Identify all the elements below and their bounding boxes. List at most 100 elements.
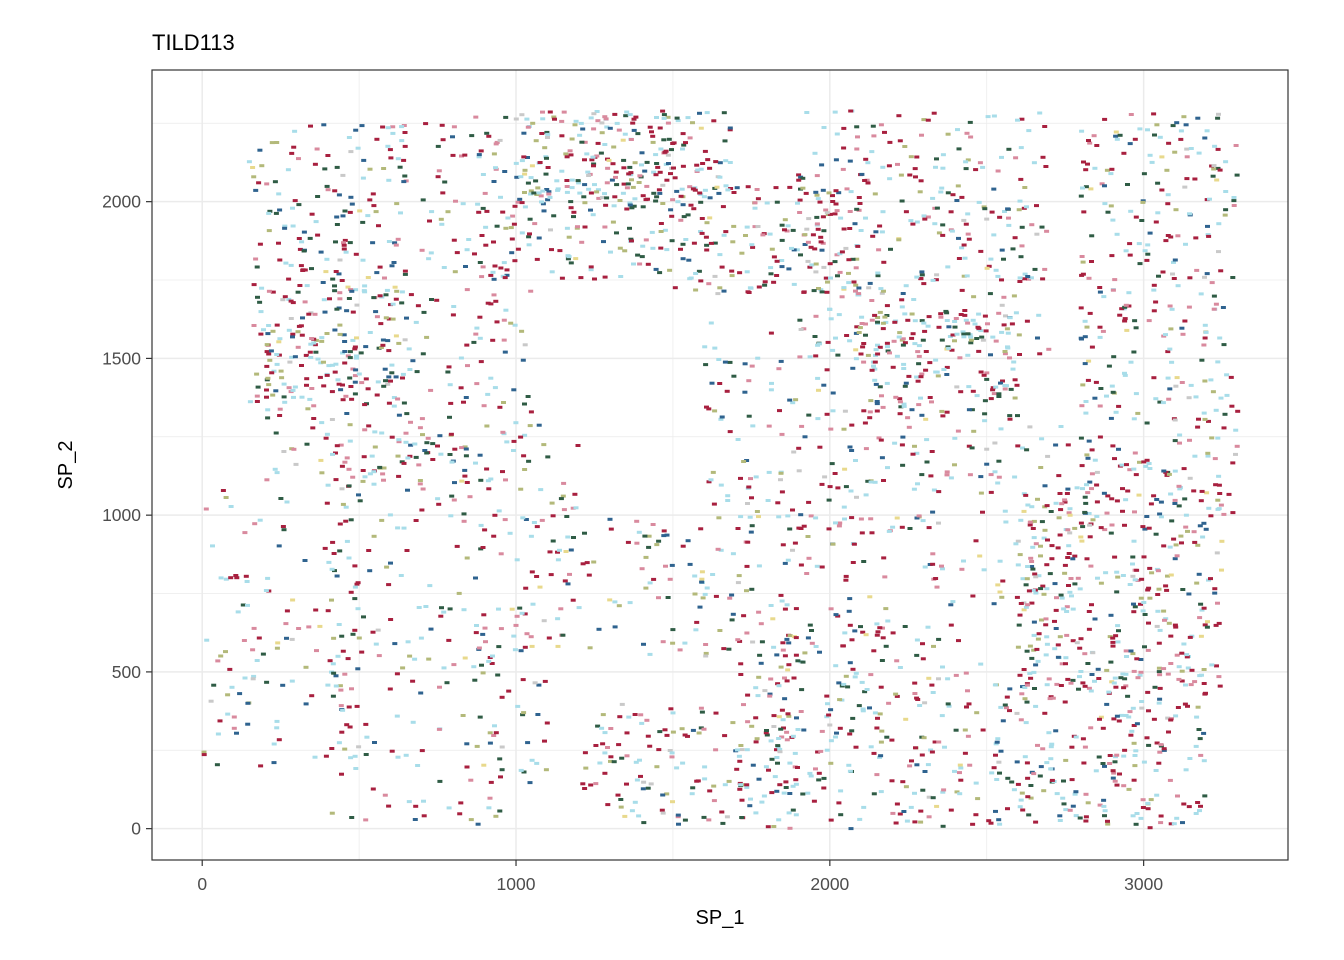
data-point: [459, 479, 465, 483]
data-point: [487, 796, 493, 800]
data-point: [435, 175, 441, 179]
data-point: [686, 258, 692, 262]
data-point: [496, 645, 502, 649]
data-point: [1131, 724, 1137, 727]
data-point: [1062, 563, 1068, 567]
data-point: [643, 586, 649, 590]
data-point: [774, 748, 779, 752]
data-point: [664, 248, 670, 252]
data-point: [1022, 755, 1028, 759]
data-point: [869, 299, 875, 302]
data-point: [903, 210, 909, 214]
data-point: [231, 715, 237, 719]
data-point: [782, 561, 788, 565]
data-point: [796, 173, 802, 177]
data-point: [843, 485, 849, 489]
data-point: [991, 602, 997, 606]
data-point: [982, 399, 988, 403]
data-point: [612, 600, 618, 604]
data-point: [353, 368, 359, 372]
data-point: [1124, 328, 1130, 332]
data-point: [639, 721, 645, 725]
data-point: [389, 435, 395, 439]
data-point: [405, 640, 411, 644]
data-point: [1108, 613, 1114, 617]
data-point: [1149, 571, 1155, 575]
data-point: [1102, 814, 1107, 818]
data-point: [847, 623, 853, 627]
data-point: [412, 657, 418, 661]
data-point: [853, 745, 859, 749]
data-point: [956, 257, 962, 260]
data-point: [713, 748, 719, 752]
data-point: [488, 302, 494, 306]
data-point: [265, 376, 271, 380]
data-point: [978, 249, 984, 253]
data-point: [830, 348, 836, 352]
data-point: [605, 803, 611, 807]
data-point: [856, 331, 862, 334]
data-point: [296, 627, 302, 630]
data-point: [480, 173, 486, 176]
data-point: [894, 802, 900, 806]
data-point: [629, 178, 634, 182]
data-point: [826, 713, 832, 717]
data-point: [958, 390, 964, 394]
data-point: [901, 404, 907, 408]
data-point: [962, 751, 968, 755]
data-point: [896, 114, 902, 118]
data-point: [1134, 812, 1140, 815]
data-point: [1179, 381, 1185, 384]
data-point: [251, 175, 257, 179]
data-point: [1104, 168, 1110, 172]
data-point: [386, 317, 392, 321]
data-point: [1229, 404, 1235, 408]
data-point: [595, 724, 601, 728]
data-point: [485, 479, 491, 483]
data-point: [537, 585, 543, 589]
data-point: [756, 610, 762, 614]
data-point: [291, 145, 297, 149]
data-point: [1062, 498, 1068, 502]
data-point: [778, 359, 784, 363]
data-point: [719, 265, 725, 269]
data-point: [1053, 443, 1059, 447]
data-point: [774, 756, 780, 759]
data-point: [303, 353, 309, 357]
data-point: [1176, 665, 1182, 669]
data-point: [939, 186, 945, 190]
data-point: [393, 243, 399, 247]
data-point: [404, 412, 410, 416]
data-point: [991, 392, 997, 396]
data-point: [1235, 409, 1241, 413]
data-point: [872, 360, 878, 364]
data-point: [832, 260, 838, 264]
data-point: [922, 565, 928, 569]
data-point: [696, 731, 702, 735]
data-point: [790, 734, 796, 738]
data-point: [1041, 789, 1047, 793]
data-point: [599, 131, 605, 135]
data-point: [957, 356, 963, 360]
data-point: [691, 207, 697, 211]
data-point: [767, 694, 773, 698]
data-point: [331, 636, 337, 640]
data-point: [452, 447, 458, 451]
data-point: [1131, 467, 1137, 471]
data-point: [472, 678, 478, 682]
data-point: [424, 441, 430, 445]
data-point: [639, 255, 645, 259]
data-point: [323, 754, 329, 758]
data-point: [1101, 798, 1107, 802]
data-point: [350, 367, 356, 371]
data-point: [707, 789, 713, 793]
data-point: [426, 257, 432, 261]
data-point: [345, 285, 351, 289]
data-point: [234, 576, 240, 580]
data-point: [452, 481, 457, 485]
data-point: [970, 822, 976, 826]
data-point: [1087, 480, 1093, 484]
data-point: [616, 128, 622, 132]
data-point: [528, 635, 534, 639]
data-point: [966, 408, 972, 412]
